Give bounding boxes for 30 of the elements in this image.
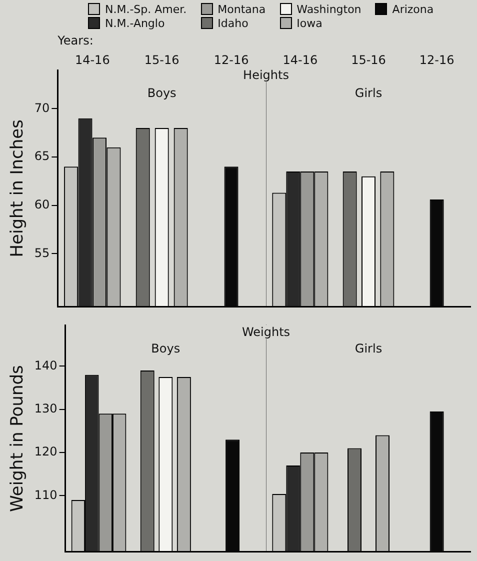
- y-tick-label: 130: [34, 401, 58, 416]
- y-tick-label: 140: [34, 358, 58, 372]
- y-tick-label: 65: [34, 149, 50, 164]
- chart-title: Heights: [240, 68, 292, 82]
- y-tick-label: 70: [34, 100, 50, 115]
- x-tick-label: 14-16: [282, 52, 318, 67]
- legend-label: Montana: [218, 2, 266, 16]
- x-tick-label: 15-16: [351, 52, 386, 67]
- y-tick-label: 60: [34, 197, 50, 212]
- legend-label: Idaho: [218, 16, 248, 30]
- legend-label: Washington: [296, 2, 362, 16]
- x-tick-label: 12-16: [419, 52, 454, 67]
- legend-label: Arizona: [392, 2, 434, 16]
- annotation: Girls: [354, 86, 382, 100]
- x-tick-label: 14-16: [74, 52, 110, 67]
- chart-title: Weights: [238, 325, 294, 339]
- annotation: Boys: [147, 86, 176, 100]
- y-axis-title: Weight in Pounds: [8, 364, 28, 512]
- legend-label: N.M.-Sp. Amer.: [105, 2, 187, 16]
- x-tick-label: 12-16: [214, 52, 249, 67]
- annotation: Girls: [354, 341, 382, 356]
- y-tick-label: 120: [34, 444, 58, 459]
- legend-label: N.M.-Anglo: [105, 16, 165, 30]
- y-axis-title: Height in Inches: [8, 119, 28, 258]
- y-tick-label: 110: [34, 488, 58, 502]
- annotation: Boys: [151, 341, 180, 356]
- x-axis-title: Years:: [56, 33, 94, 48]
- x-tick-label: 15-16: [144, 52, 180, 67]
- legend-label: Iowa: [296, 16, 322, 30]
- y-tick-label: 55: [34, 246, 50, 260]
